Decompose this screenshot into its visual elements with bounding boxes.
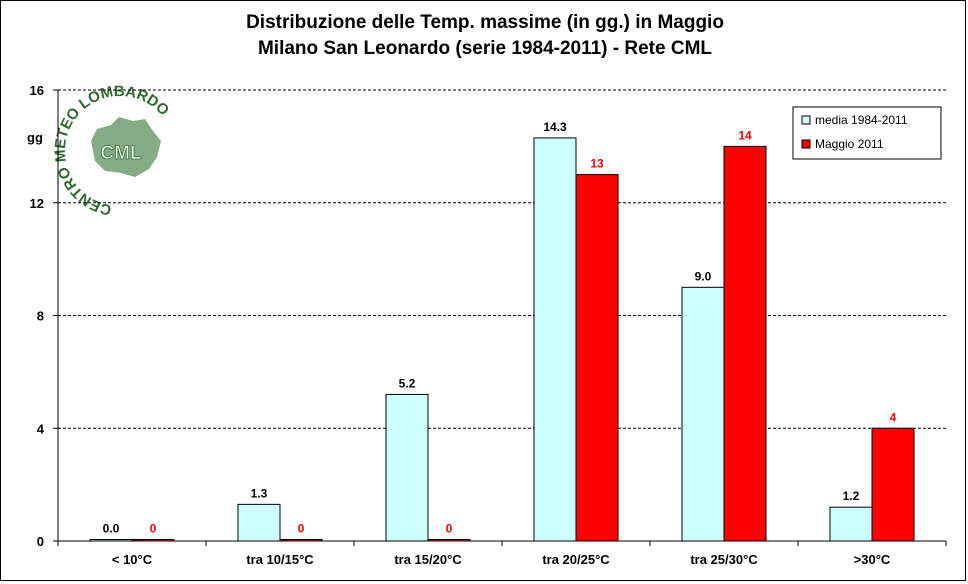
y-tick-label: 4 [37, 421, 45, 436]
bar-maggio-2011 [279, 539, 323, 542]
bar-maggio-2011 [575, 174, 619, 542]
bar-media [533, 137, 577, 542]
bar-media [385, 393, 429, 542]
x-tick-label: tra 25/30°C [690, 552, 758, 567]
data-label: 14.3 [543, 120, 567, 134]
legend-label: Maggio 2011 [815, 137, 884, 151]
data-label: 9.0 [695, 269, 712, 283]
y-tick-label: 8 [37, 309, 44, 324]
x-tick-label: < 10°C [112, 552, 153, 567]
data-label: 4 [890, 410, 897, 424]
bar-media [829, 506, 873, 542]
y-tick-label: 16 [30, 83, 44, 98]
data-label: 0.0 [103, 522, 120, 536]
cml-logo: CENTRO METEO LOMBARDO CML [52, 83, 173, 218]
data-label: 0 [150, 522, 157, 536]
x-tick-label: tra 15/20°C [394, 552, 462, 567]
data-label: 5.2 [399, 376, 416, 390]
y-axis-unit: gg [27, 130, 43, 145]
data-label: 0 [446, 522, 453, 536]
x-tick-label: >30°C [854, 552, 891, 567]
y-tick-label: 0 [37, 534, 44, 549]
data-label: 0 [298, 522, 305, 536]
chart-title: Distribuzione delle Temp. massime (in gg… [246, 12, 724, 33]
logo-center-text: CML [100, 143, 142, 164]
bar-maggio-2011 [723, 145, 767, 542]
data-label: 13 [590, 157, 604, 171]
bar-maggio-2011 [427, 539, 471, 542]
bar-media [89, 539, 133, 542]
legend-swatch [801, 115, 811, 125]
bar-maggio-2011 [871, 427, 915, 542]
bar-media [681, 286, 725, 542]
legend-box [792, 106, 942, 160]
data-label: 1.3 [251, 486, 268, 500]
bar-maggio-2011 [131, 539, 175, 542]
bar-media [237, 503, 281, 542]
legend-swatch [801, 139, 811, 149]
x-tick-label: tra 10/15°C [246, 552, 314, 567]
y-tick-label: 12 [30, 196, 44, 211]
chart-subtitle: Milano San Leonardo (serie 1984-2011) - … [258, 38, 712, 59]
data-label: 14 [738, 128, 752, 142]
legend-label: media 1984-2011 [815, 113, 908, 127]
logo-map-shape [91, 117, 161, 177]
data-label: 1.2 [843, 489, 860, 503]
x-tick-label: tra 20/25°C [542, 552, 610, 567]
